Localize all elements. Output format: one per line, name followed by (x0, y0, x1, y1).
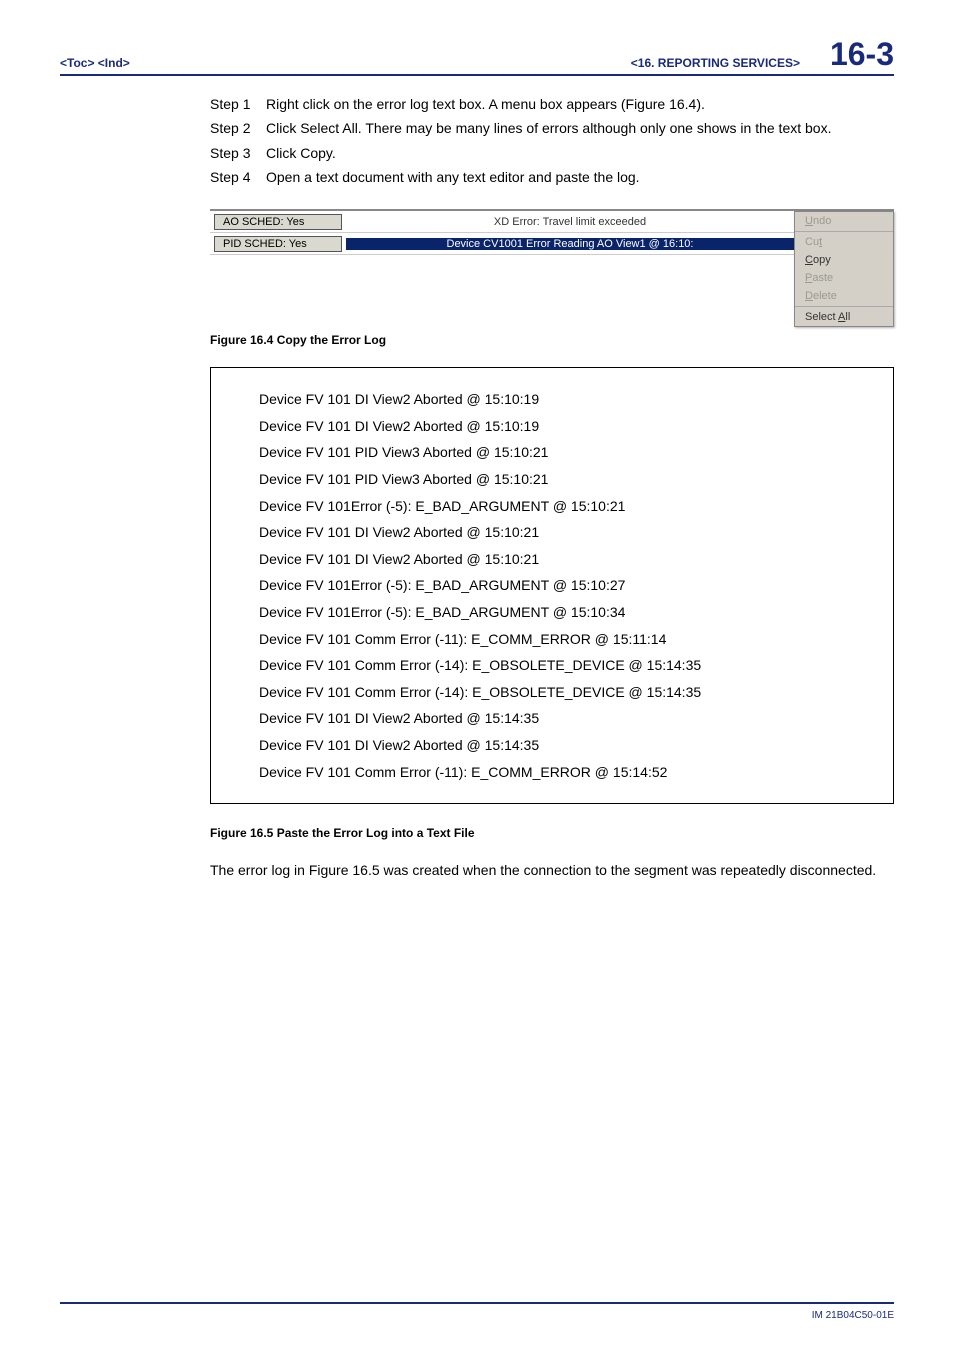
nav-links[interactable]: <Toc> <Ind> (60, 56, 130, 70)
context-menu: Undo Cut Copy Paste Delete Select All (794, 211, 894, 327)
step-body: Open a text document with any text edito… (266, 167, 894, 187)
step-body: Right click on the error log text box. A… (266, 94, 894, 114)
page-header: <Toc> <Ind> <16. REPORTING SERVICES> 16-… (60, 38, 894, 76)
log-line: Device FV 101Error (-5): E_BAD_ARGUMENT … (259, 572, 865, 599)
step-item: Step 1 Right click on the error log text… (210, 94, 894, 114)
log-line: Device FV 101 DI View2 Aborted @ 15:10:2… (259, 546, 865, 573)
step-label: Step 3 (210, 143, 266, 163)
pasted-log-box: Device FV 101 DI View2 Aborted @ 15:10:1… (210, 367, 894, 804)
step-item: Step 4 Open a text document with any tex… (210, 167, 894, 187)
step-body: Click Copy. (266, 143, 894, 163)
log-message-selected[interactable]: Device CV1001 Error Reading AO View1 @ 1… (346, 238, 794, 250)
sched-badge: AO SCHED: Yes (214, 214, 342, 230)
step-label: Step 4 (210, 167, 266, 187)
step-body: Click Select All. There may be many line… (266, 118, 894, 138)
log-row: AO SCHED: Yes XD Error: Travel limit exc… (210, 211, 794, 233)
steps-list: Step 1 Right click on the error log text… (210, 94, 894, 187)
log-line: Device FV 101 DI View2 Aborted @ 15:10:1… (259, 413, 865, 440)
log-line: Device FV 101 DI View2 Aborted @ 15:14:3… (259, 732, 865, 759)
figure-caption-2: Figure 16.5 Paste the Error Log into a T… (210, 826, 894, 840)
page-number: 16-3 (830, 38, 894, 70)
menu-cut: Cut (795, 233, 893, 251)
menu-undo: Undo (795, 212, 893, 230)
log-line: Device FV 101 Comm Error (-11): E_COMM_E… (259, 759, 865, 786)
menu-paste: Paste (795, 269, 893, 287)
log-line: Device FV 101 DI View2 Aborted @ 15:10:1… (259, 386, 865, 413)
sched-badge: PID SCHED: Yes (214, 236, 342, 252)
log-line: Device FV 101 Comm Error (-14): E_OBSOLE… (259, 679, 865, 706)
menu-copy[interactable]: Copy (795, 251, 893, 269)
menu-select-all[interactable]: Select All (795, 308, 893, 326)
log-line: Device FV 101 PID View3 Aborted @ 15:10:… (259, 439, 865, 466)
section-title: <16. REPORTING SERVICES> (130, 56, 830, 70)
body-paragraph: The error log in Figure 16.5 was created… (210, 860, 894, 880)
step-item: Step 3 Click Copy. (210, 143, 894, 163)
step-label: Step 2 (210, 118, 266, 138)
figure-caption-1: Figure 16.4 Copy the Error Log (210, 333, 894, 347)
log-line: Device FV 101 PID View3 Aborted @ 15:10:… (259, 466, 865, 493)
log-line: Device FV 101 Comm Error (-11): E_COMM_E… (259, 626, 865, 653)
log-line: Device FV 101 Comm Error (-14): E_OBSOLE… (259, 652, 865, 679)
error-log-screenshot: AO SCHED: Yes XD Error: Travel limit exc… (210, 209, 894, 327)
log-message: XD Error: Travel limit exceeded (346, 216, 794, 228)
page-footer: IM 21B04C50-01E (60, 1302, 894, 1321)
step-label: Step 1 (210, 94, 266, 114)
log-row: PID SCHED: Yes Device CV1001 Error Readi… (210, 233, 794, 255)
log-line: Device FV 101Error (-5): E_BAD_ARGUMENT … (259, 599, 865, 626)
log-line: Device FV 101 DI View2 Aborted @ 15:10:2… (259, 519, 865, 546)
menu-delete: Delete (795, 287, 893, 305)
menu-undo-label: ndo (813, 215, 831, 227)
log-line: Device FV 101Error (-5): E_BAD_ARGUMENT … (259, 493, 865, 520)
log-line: Device FV 101 DI View2 Aborted @ 15:14:3… (259, 705, 865, 732)
step-item: Step 2 Click Select All. There may be ma… (210, 118, 894, 138)
